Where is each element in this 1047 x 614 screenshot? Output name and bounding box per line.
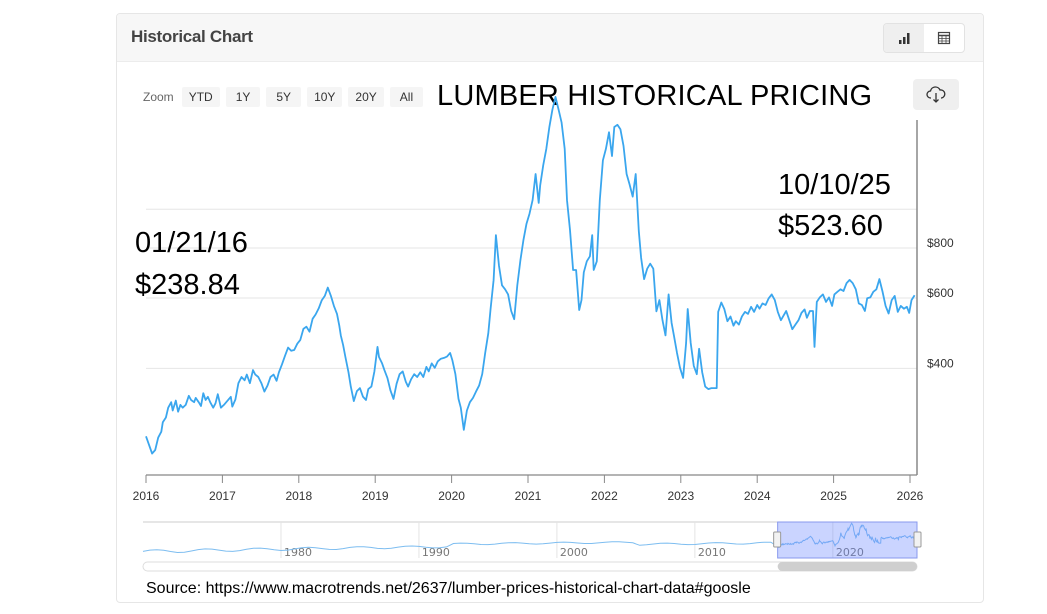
scrollbar-thumb	[777, 562, 917, 571]
x-tick-label: 2023	[667, 489, 694, 503]
zoom-label: Zoom	[143, 90, 174, 104]
bar-chart-icon	[899, 33, 910, 44]
navigator-year-label: 2010	[698, 546, 726, 559]
zoom-5y-button[interactable]: 5Y	[266, 87, 302, 107]
x-tick-label: 2024	[744, 489, 771, 503]
download-button[interactable]	[913, 79, 959, 110]
zoom-bar: Zoom YTD 1Y 5Y 10Y 20Y All	[143, 87, 424, 107]
navigator[interactable]: 19801990200020102020	[142, 521, 922, 572]
chart-view-button[interactable]	[884, 24, 924, 52]
zoom-all-button[interactable]: All	[389, 87, 424, 107]
chart-title: LUMBER HISTORICAL PRICING	[437, 80, 873, 112]
x-tick-label: 2017	[209, 489, 236, 503]
x-tick-label: 2021	[515, 489, 542, 503]
zoom-ytd-button[interactable]: YTD	[181, 87, 220, 107]
zoom-1y-button[interactable]: 1Y	[225, 87, 261, 107]
table-icon	[937, 31, 951, 45]
navigator-right-handle	[913, 531, 922, 548]
card-header: Historical Chart	[117, 14, 983, 62]
chart-card: Historical Chart	[116, 13, 984, 603]
x-tick-label: 2022	[591, 489, 618, 503]
y-tick-label: $400	[927, 356, 954, 370]
grid-lines	[146, 208, 917, 369]
zoom-20y-button[interactable]: 20Y	[348, 87, 384, 107]
x-tick-label: 2025	[820, 489, 847, 503]
navigator-year-label: 2020	[836, 546, 864, 559]
source-caption: Source: https://www.macrotrends.net/2637…	[146, 580, 751, 597]
y-axis: $400 $600 $800	[916, 120, 954, 475]
zoom-10y-button[interactable]: 10Y	[307, 87, 343, 107]
x-tick-label: 2018	[285, 489, 312, 503]
view-toggle	[883, 23, 965, 53]
y-tick-label: $800	[927, 236, 954, 250]
x-tick-label: 2020	[438, 489, 465, 503]
card-title: Historical Chart	[131, 27, 253, 46]
navigator-year-label: 2000	[560, 546, 588, 559]
x-tick-label: 2016	[133, 489, 160, 503]
x-tick-label: 2019	[362, 489, 389, 503]
x-tick-label: 2026	[897, 489, 924, 503]
navigator-left-handle	[773, 531, 782, 548]
start-price-annotation: $238.84	[135, 269, 240, 301]
start-date-annotation: 01/21/16	[135, 227, 248, 259]
x-axis: 2016 2017 2018 2019 2020 2021 2022 2023 2024 2025…	[133, 474, 924, 503]
navigator-line	[142, 522, 917, 554]
y-tick-label: $600	[927, 286, 954, 300]
navigator-selection	[777, 521, 918, 559]
end-date-annotation: 10/10/25	[778, 169, 891, 201]
table-view-button[interactable]	[924, 24, 964, 52]
cloud-download-icon	[926, 85, 946, 103]
end-price-annotation: $523.60	[778, 210, 883, 242]
navigator-year-label: 1990	[422, 546, 450, 559]
price-line	[145, 96, 916, 455]
